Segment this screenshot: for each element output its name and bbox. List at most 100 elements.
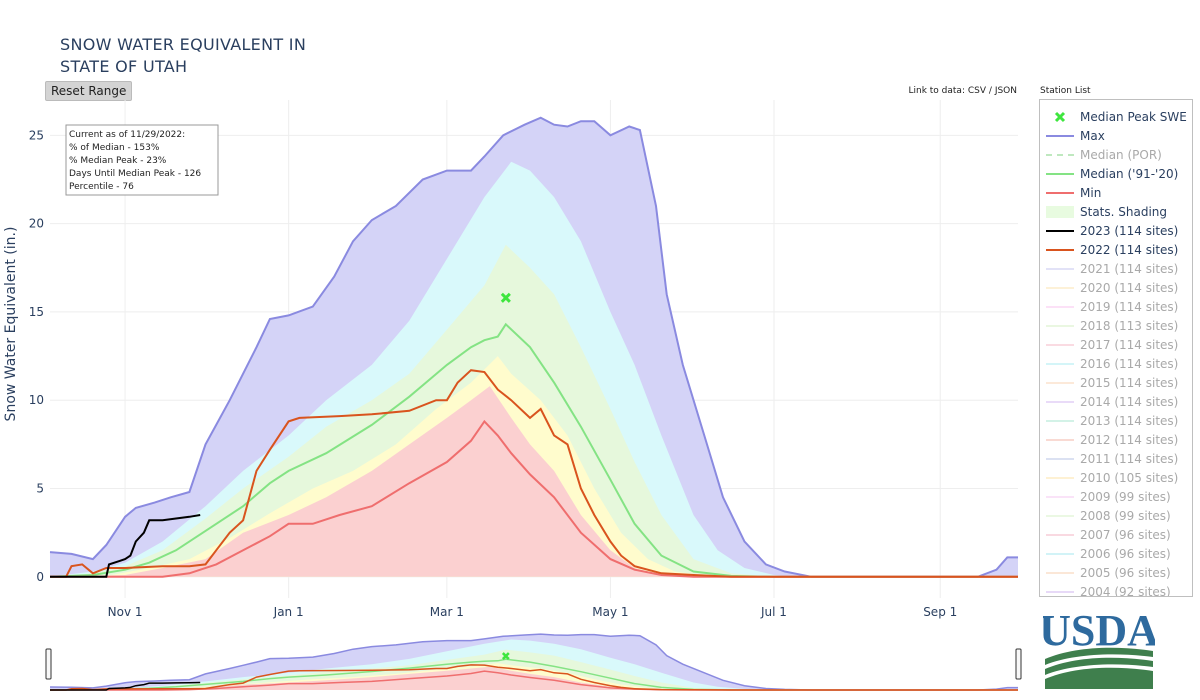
legend-item[interactable]: 2017 (114 sites): [1040, 335, 1192, 354]
info-box-line: Current as of 11/29/2022:: [69, 130, 185, 140]
legend-label: 2023 (114 sites): [1080, 223, 1179, 238]
legend-item[interactable]: Min: [1040, 183, 1192, 202]
legend-swatch: [1046, 249, 1074, 251]
legend-swatch: [1046, 363, 1074, 365]
legend-item[interactable]: 2023 (114 sites): [1040, 221, 1192, 240]
range-slider[interactable]: [45, 632, 1022, 691]
legend-label: 2021 (114 sites): [1080, 261, 1179, 276]
legend-label: 2017 (114 sites): [1080, 337, 1179, 352]
legend-label: 2016 (114 sites): [1080, 356, 1179, 371]
nav-median-peak-marker: [501, 652, 510, 660]
legend-swatch: [1046, 206, 1074, 218]
legend-swatch: [1046, 382, 1074, 384]
legend-item[interactable]: 2020 (114 sites): [1040, 278, 1192, 297]
legend-item[interactable]: 2016 (114 sites): [1040, 354, 1192, 373]
legend-item[interactable]: Median ('91-'20): [1040, 164, 1192, 183]
station-list-link[interactable]: Station List: [1040, 86, 1091, 96]
y-tick-label: 0: [36, 570, 44, 584]
legend-label: 2005 (96 sites): [1080, 565, 1171, 580]
legend-swatch: [1046, 306, 1074, 308]
range-handle-left[interactable]: [45, 648, 52, 680]
swe-chart[interactable]: 0 5 10 15 20 25 Nov 1 Jan 1 Mar 1 May 1 Jul 1 Sep 1…: [0, 0, 1030, 700]
y-tick-label: 25: [29, 128, 44, 142]
legend-item[interactable]: 2019 (114 sites): [1040, 297, 1192, 316]
legend-item[interactable]: 2021 (114 sites): [1040, 259, 1192, 278]
legend-swatch: [1054, 111, 1066, 123]
legend-label: 2022 (114 sites): [1080, 242, 1179, 257]
legend-item[interactable]: 2006 (96 sites): [1040, 544, 1192, 563]
chart-title: SNOW WATER EQUIVALENT IN STATE OF UTAH: [60, 34, 480, 78]
stats-shading: [50, 117, 1018, 577]
legend-swatch: [1046, 401, 1074, 403]
legend-swatch: [1046, 591, 1074, 593]
legend-item[interactable]: Median (POR): [1040, 145, 1192, 164]
legend-item[interactable]: Stats. Shading: [1040, 202, 1192, 221]
x-tick-label: Mar 1: [430, 605, 464, 619]
nav-line-2022: [50, 664, 1018, 691]
legend-item[interactable]: 2011 (114 sites): [1040, 449, 1192, 468]
legend-label: 2009 (99 sites): [1080, 489, 1171, 504]
legend-item[interactable]: 2018 (113 sites): [1040, 316, 1192, 335]
legend-label: 2004 (92 sites): [1080, 584, 1171, 597]
legend-swatch: [1046, 458, 1074, 460]
legend-label: 2014 (114 sites): [1080, 394, 1179, 409]
x-tick-label: Jul 1: [760, 605, 787, 619]
legend-item[interactable]: Max: [1040, 126, 1192, 145]
legend-swatch: [1046, 268, 1074, 270]
legend-label: 2011 (114 sites): [1080, 451, 1179, 466]
series-lines: [49, 116, 1018, 578]
title-line-2: STATE OF UTAH: [60, 57, 188, 76]
legend-item[interactable]: 2004 (92 sites): [1040, 582, 1192, 597]
csv-link[interactable]: CSV: [967, 86, 987, 96]
legend-item[interactable]: 2007 (96 sites): [1040, 525, 1192, 544]
info-box-line: Days Until Median Peak - 126: [69, 169, 201, 179]
x-tick-label: Jan 1: [273, 605, 304, 619]
x-tick-label: Sep 1: [923, 605, 957, 619]
legend-label: Median Peak SWE: [1080, 109, 1187, 124]
legend-item[interactable]: Median Peak SWE: [1040, 107, 1192, 126]
legend-label: 2012 (114 sites): [1080, 432, 1179, 447]
reset-range-button[interactable]: Reset Range: [45, 81, 133, 101]
y-tick-label: 10: [29, 393, 44, 407]
band-10th: [50, 386, 1018, 577]
y-tick-label: 20: [29, 217, 44, 231]
legend-swatch: [1046, 287, 1074, 289]
legend-label: Min: [1080, 185, 1102, 200]
legend-label: 2015 (114 sites): [1080, 375, 1179, 390]
legend-item[interactable]: 2008 (99 sites): [1040, 506, 1192, 525]
legend-swatch: [1046, 572, 1074, 574]
legend-item[interactable]: 2015 (114 sites): [1040, 373, 1192, 392]
info-box-line: Percentile - 76: [69, 182, 134, 192]
legend-label: Stats. Shading: [1080, 204, 1168, 219]
legend-swatch: [1046, 515, 1074, 517]
legend-label: 2008 (99 sites): [1080, 508, 1171, 523]
max-line: [49, 116, 1018, 578]
legend-label: Max: [1080, 128, 1105, 143]
median-line: [49, 322, 1018, 578]
legend-swatch: [1046, 230, 1074, 232]
y-axis-label: Snow Water Equivalent (in.): [3, 227, 19, 422]
legend-item[interactable]: 2010 (105 sites): [1040, 468, 1192, 487]
legend-fill: [1046, 206, 1074, 218]
legend-swatch: [1046, 420, 1074, 422]
legend-swatch: [1046, 135, 1074, 137]
legend-label: 2010 (105 sites): [1080, 470, 1179, 485]
legend-item[interactable]: 2014 (114 sites): [1040, 392, 1192, 411]
legend-label: 2018 (113 sites): [1080, 318, 1179, 333]
legend-item[interactable]: 2013 (114 sites): [1040, 411, 1192, 430]
data-link-separator: /: [988, 86, 992, 96]
legend-item[interactable]: 2012 (114 sites): [1040, 430, 1192, 449]
legend-item[interactable]: 2005 (96 sites): [1040, 563, 1192, 582]
legend-label: 2019 (114 sites): [1080, 299, 1179, 314]
range-handle-right[interactable]: [1015, 648, 1022, 680]
legend-swatch: [1046, 344, 1074, 346]
info-box-line: % of Median - 153%: [69, 143, 160, 153]
legend-marker: [1054, 111, 1066, 123]
json-link[interactable]: JSON: [994, 86, 1017, 96]
legend-item[interactable]: 2009 (99 sites): [1040, 487, 1192, 506]
nav-line-2023: [50, 681, 201, 691]
legend-item[interactable]: 2022 (114 sites): [1040, 240, 1192, 259]
info-box: Current as of 11/29/2022: % of Median - 1…: [65, 124, 219, 196]
legend-label: 2006 (96 sites): [1080, 546, 1171, 561]
nav-median-line: [49, 658, 1018, 691]
